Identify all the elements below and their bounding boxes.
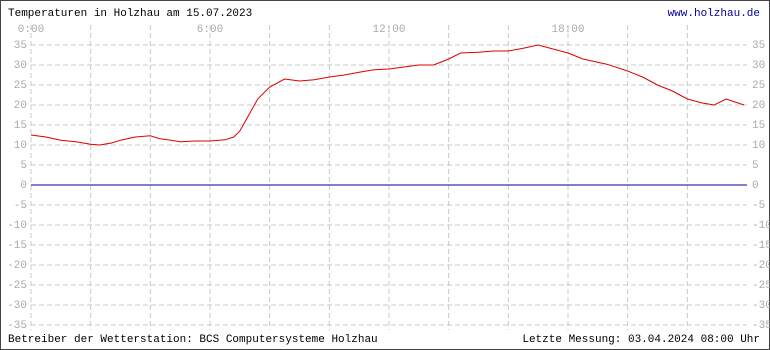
y-tick-label: 10: [752, 140, 765, 152]
y-tick-label: -20: [7, 260, 27, 272]
y-tick-label: 5: [752, 160, 759, 172]
y-tick-label: 30: [752, 60, 765, 72]
y-tick-label: 35: [14, 40, 27, 52]
y-tick-label: 10: [14, 140, 27, 152]
y-tick-label: -15: [752, 240, 770, 252]
temperature-line: [30, 44, 745, 146]
y-tick-label: -5: [752, 200, 765, 212]
y-tick-label: 20: [752, 100, 765, 112]
footer-right: Letzte Messung: 03.04.2024 08:00 Uhr: [522, 334, 760, 346]
footer-left: Betreiber der Wetterstation: BCS Compute…: [8, 334, 378, 346]
x-tick-label: 18:00: [551, 24, 584, 36]
y-tick-label: 20: [14, 100, 27, 112]
y-tick-label: 35: [752, 40, 765, 52]
y-tick-label: 15: [14, 120, 27, 132]
y-tick-label: -10: [7, 220, 27, 232]
y-tick-label: -25: [752, 280, 770, 292]
y-tick-label: 0: [20, 180, 27, 192]
y-tick-label: 25: [752, 80, 765, 92]
y-tick-label: -30: [7, 300, 27, 312]
y-tick-label: -35: [7, 320, 27, 332]
source-link[interactable]: www.holzhau.de: [668, 8, 760, 20]
y-tick-label: 25: [14, 80, 27, 92]
y-tick-label: -30: [752, 300, 770, 312]
y-tick-label: -10: [752, 220, 770, 232]
y-tick-label: -20: [752, 260, 770, 272]
chart-title: Temperaturen in Holzhau am 15.07.2023: [8, 8, 252, 20]
y-tick-label: -15: [7, 240, 27, 252]
y-tick-label: -35: [752, 320, 770, 332]
x-tick-label: 12:00: [372, 24, 405, 36]
x-tick-label: 6:00: [197, 24, 223, 36]
y-tick-label: 30: [14, 60, 27, 72]
y-tick-label: 15: [752, 120, 765, 132]
y-tick-label: 5: [20, 160, 27, 172]
y-tick-label: -5: [14, 200, 27, 212]
y-tick-label: 0: [752, 180, 759, 192]
x-tick-label: 0:00: [18, 24, 44, 36]
y-tick-label: -25: [7, 280, 27, 292]
